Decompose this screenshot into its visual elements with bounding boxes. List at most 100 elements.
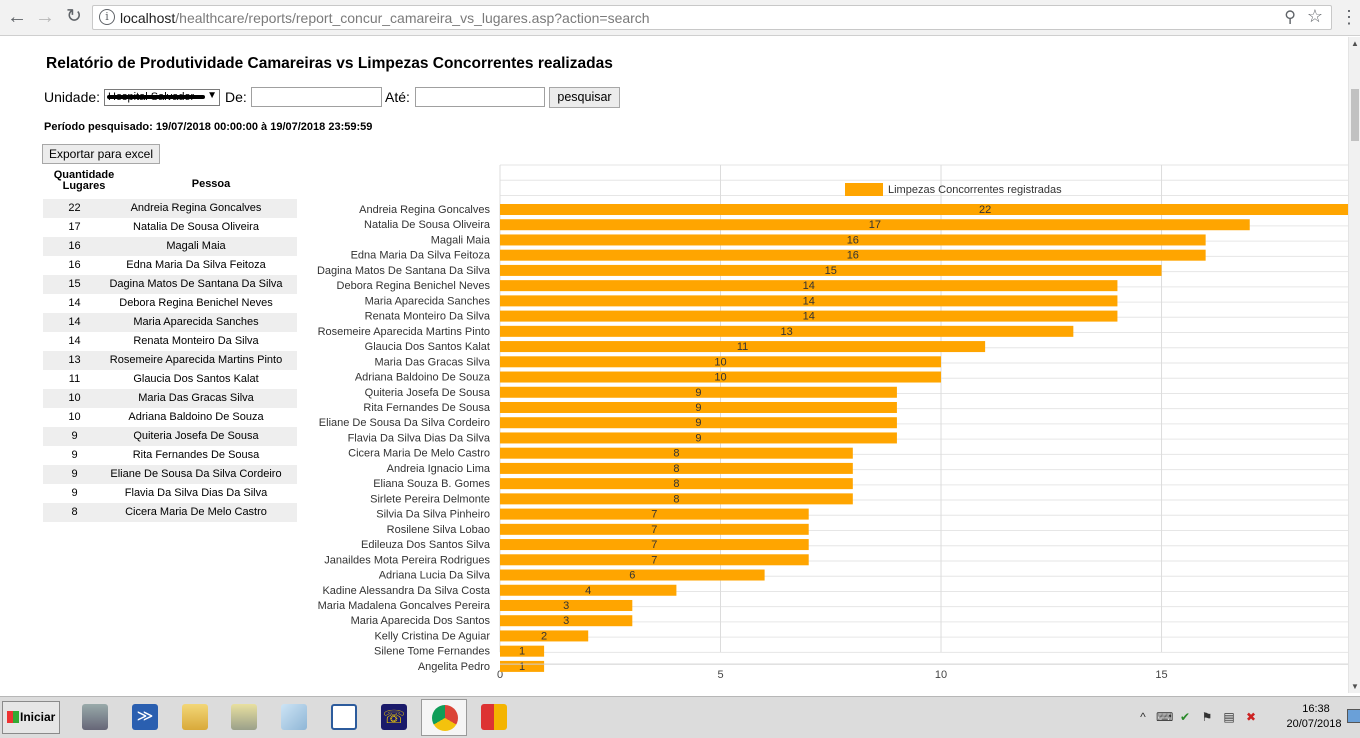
taskbar-tools[interactable] <box>221 699 267 736</box>
zoom-icon[interactable]: ⚲ <box>1284 9 1296 26</box>
bar-value-label: 14 <box>803 311 815 323</box>
vertical-scrollbar[interactable]: ▲ ▼ <box>1348 37 1360 693</box>
tools-icon <box>231 704 257 730</box>
browser-toolbar: ← → ↻ i localhost/healthcare/reports/rep… <box>0 0 1360 36</box>
start-button[interactable]: Iniciar <box>2 701 60 734</box>
scroll-down-icon[interactable]: ▼ <box>1351 682 1359 691</box>
chart-bar <box>500 432 897 444</box>
chart-bar <box>500 204 1348 215</box>
bar-value-label: 4 <box>585 585 591 597</box>
clock-time[interactable]: 16:38 <box>1302 703 1330 715</box>
info-icon[interactable]: i <box>99 9 115 25</box>
bar-value-label: 13 <box>781 326 793 338</box>
taskbar-powershell[interactable]: ≫ <box>122 699 168 736</box>
row-quantity: 9 <box>71 430 78 442</box>
header-quantity-line2: Lugares <box>62 180 106 192</box>
taskbar-explorer[interactable] <box>172 699 218 736</box>
tray-network-icon[interactable]: ▤ <box>1223 710 1235 724</box>
row-quantity: 17 <box>68 221 81 233</box>
row-quantity: 13 <box>68 354 81 366</box>
bar-value-label: 7 <box>651 524 657 536</box>
show-desktop-icon[interactable] <box>1347 709 1360 723</box>
to-date-input[interactable] <box>415 87 545 107</box>
y-category-label: Maria Aparecida Sanches <box>365 295 491 307</box>
reload-icon[interactable]: ↻ <box>66 6 82 27</box>
row-quantity: 9 <box>71 468 78 480</box>
taskbar-notepad[interactable] <box>271 699 317 736</box>
bar-value-label: 8 <box>673 448 679 460</box>
y-category-label: Rosilene Silva Lobao <box>387 524 490 536</box>
header-quantity-line1: Quantidade <box>53 169 115 181</box>
row-quantity: 15 <box>68 278 81 290</box>
taskbar-server-manager[interactable] <box>72 699 118 736</box>
export-excel-button[interactable]: Exportar para excel <box>42 144 160 164</box>
chart-bar <box>500 356 942 368</box>
row-person: Cicera Maria De Melo Castro <box>125 506 267 518</box>
bar-value-label: 6 <box>629 570 635 582</box>
tray-sound-icon[interactable]: ✖ <box>1245 710 1257 724</box>
y-category-label: Andreia Ignacio Lima <box>387 463 491 475</box>
bar-value-label: 16 <box>847 250 859 262</box>
table-row: 8 Cicera Maria De Melo Castro <box>43 503 297 522</box>
search-button[interactable]: pesquisar <box>549 87 620 108</box>
browser-menu-icon[interactable]: ⋮ <box>1340 7 1358 27</box>
bar-chart: 0 5 10 15 Limpezas Concorrentes registradas A… <box>317 164 1348 681</box>
y-category-label: Maria Madalena Goncalves Pereira <box>318 600 491 612</box>
y-category-label: Kadine Alessandra Da Silva Costa <box>322 585 490 597</box>
chart-bar <box>500 264 1162 276</box>
chart-bar <box>500 569 765 581</box>
row-quantity: 14 <box>68 335 81 347</box>
y-category-label: Andreia Regina Goncalves <box>359 204 490 216</box>
bar-value-label: 9 <box>695 417 701 429</box>
y-category-label: Natalia De Sousa Oliveira <box>364 219 491 231</box>
forward-arrow-icon[interactable]: → <box>35 6 55 28</box>
chart-bar <box>500 599 633 611</box>
chart-bar <box>500 295 1118 307</box>
y-category-label: Edileuza Dos Santos Silva <box>361 539 491 551</box>
bar-value-label: 8 <box>673 478 679 490</box>
from-date-input[interactable] <box>251 87 382 107</box>
scrollbar-thumb[interactable] <box>1351 89 1359 141</box>
row-person: Renata Monteiro Da Silva <box>133 335 259 347</box>
page-title: Relatório de Produtividade Camareiras vs… <box>46 55 613 72</box>
bar-value-label: 16 <box>847 234 859 246</box>
system-tray: ^ ⌨ ✔ ⚑ ▤ ✖ 16:38 20/07/2018 <box>1134 701 1360 735</box>
y-category-label: Cicera Maria De Melo Castro <box>348 448 490 460</box>
taskbar-app-tiles[interactable] <box>471 699 517 736</box>
header-person: Pessoa <box>191 178 231 190</box>
bookmark-star-icon[interactable]: ☆ <box>1306 6 1323 26</box>
bar-value-label: 1 <box>519 661 525 673</box>
chart-bar <box>500 539 809 551</box>
clock-date[interactable]: 20/07/2018 <box>1286 718 1342 730</box>
unit-label: Unidade: <box>44 89 101 105</box>
back-arrow-icon[interactable]: ← <box>7 6 27 28</box>
tray-flag-icon[interactable]: ⚑ <box>1201 710 1213 724</box>
row-person: Glaucia Dos Santos Kalat <box>133 373 259 385</box>
table-row: 14 Renata Monteiro Da Silva <box>43 332 297 351</box>
y-category-label: Flavia Da Silva Dias Da Silva <box>348 432 491 444</box>
taskbar-phone[interactable]: ☏ <box>371 699 417 736</box>
unit-select[interactable]: Hospital Salvador ▼ <box>104 89 220 106</box>
taskbar-chrome[interactable] <box>421 699 467 736</box>
tray-security-icon[interactable]: ✔ <box>1179 710 1191 724</box>
row-person: Edna Maria Da Silva Feitoza <box>126 259 266 271</box>
bar-value-label: 3 <box>563 615 569 627</box>
folder-icon <box>182 704 208 730</box>
address-bar[interactable]: i localhost/healthcare/reports/report_co… <box>92 5 1332 30</box>
y-category-label: Eliana Souza B. Gomes <box>373 478 490 490</box>
tray-keyboard-icon[interactable]: ⌨ <box>1156 710 1174 724</box>
bar-value-label: 7 <box>651 509 657 521</box>
chart-bar <box>500 660 545 672</box>
chart-bar <box>500 219 1250 231</box>
chart-bar <box>500 645 545 657</box>
bar-value-label: 10 <box>714 356 726 368</box>
scroll-up-icon[interactable]: ▲ <box>1351 39 1359 48</box>
bar-value-label: 8 <box>673 463 679 475</box>
taskbar-window[interactable] <box>321 699 367 736</box>
tray-expand-icon[interactable]: ^ <box>1140 710 1146 724</box>
chart-bar <box>500 401 897 413</box>
url-text[interactable]: localhost/healthcare/reports/report_conc… <box>120 10 650 26</box>
y-category-label: Maria Aparecida Dos Santos <box>351 615 491 627</box>
table-row: 9 Flavia Da Silva Dias Da Silva <box>43 484 297 503</box>
chart-bar <box>500 341 986 353</box>
